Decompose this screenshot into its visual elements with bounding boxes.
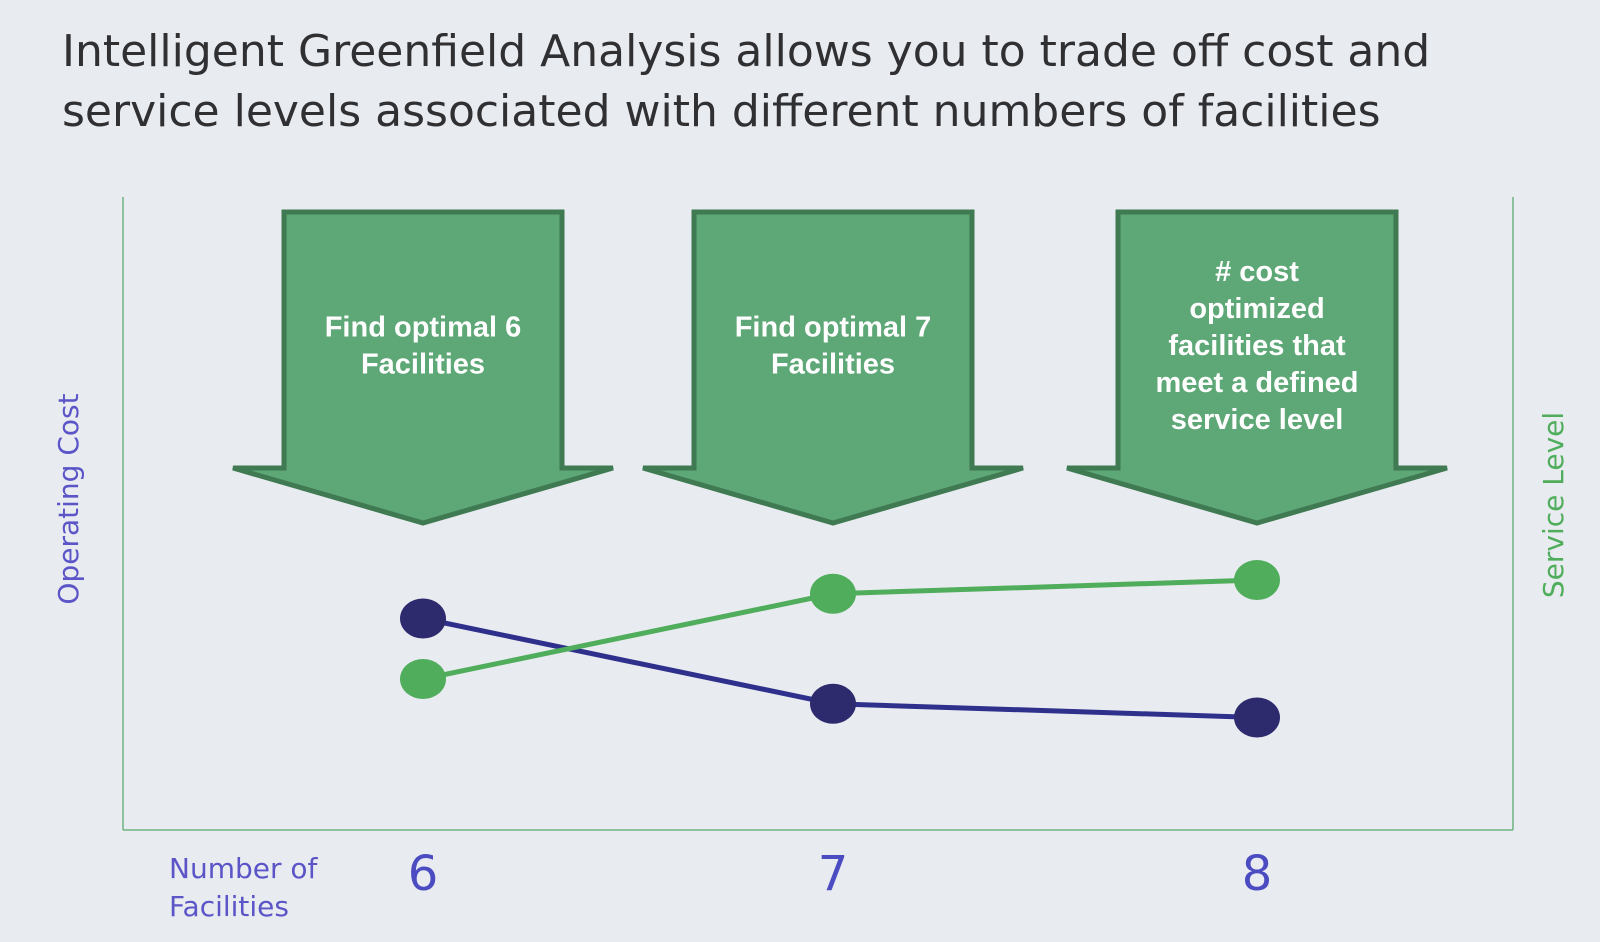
data-point bbox=[400, 659, 446, 699]
x-tick-label: 6 bbox=[408, 846, 439, 902]
annotation-text-line: Find optimal 6 bbox=[325, 312, 522, 344]
y-axis-right-title: Service Level bbox=[1537, 412, 1570, 598]
annotation-text-line: Find optimal 7 bbox=[735, 312, 932, 344]
x-tick-label: 8 bbox=[1242, 846, 1273, 902]
operating-cost-series bbox=[400, 598, 1280, 738]
annotation-text-line: facilities that bbox=[1168, 330, 1346, 362]
annotation-arrow-7: Find optimal 7 Facilities bbox=[642, 209, 1024, 526]
data-point bbox=[810, 573, 856, 614]
annotation-text-line: meet a defined bbox=[1155, 367, 1358, 399]
data-point bbox=[400, 598, 446, 639]
data-point bbox=[810, 683, 856, 724]
page-title: Intelligent Greenfield Analysis allows y… bbox=[62, 22, 1542, 142]
y-axis-left-title: Operating Cost bbox=[52, 393, 85, 604]
annotation-text-line: optimized bbox=[1189, 293, 1324, 325]
x-axis-title-line: Facilities bbox=[169, 890, 289, 923]
title-line-2: service levels associated with different… bbox=[62, 86, 1381, 137]
annotation-text-line: service level bbox=[1171, 404, 1344, 436]
chart-frame bbox=[122, 197, 1514, 831]
annotation-arrow-6: Find optimal 6 Facilities bbox=[232, 209, 614, 526]
title-line-1: Intelligent Greenfield Analysis allows y… bbox=[62, 26, 1431, 77]
arrow-shape bbox=[232, 209, 614, 526]
annotation-text-line: Facilities bbox=[771, 349, 895, 381]
arrow-shape bbox=[1066, 209, 1448, 526]
annotation-text-line: # cost bbox=[1215, 256, 1299, 288]
axis-labels: 6 7 8 Number of Facilities Operating Cost Serv… bbox=[52, 393, 1570, 923]
data-point bbox=[1234, 697, 1280, 738]
annotation-text-line: Facilities bbox=[361, 349, 485, 381]
x-tick-label: 7 bbox=[818, 846, 849, 902]
x-axis-title-line: Number of bbox=[169, 852, 319, 885]
arrow-shape bbox=[642, 209, 1024, 526]
annotation-arrow-8: # cost optimized facilities that meet a def… bbox=[1066, 209, 1448, 526]
annotation-arrows: Find optimal 6 Facilities Find optimal 7 Fa… bbox=[232, 209, 1448, 526]
series-layer bbox=[400, 560, 1280, 738]
service-level-series bbox=[400, 560, 1280, 699]
data-point bbox=[1234, 560, 1280, 600]
